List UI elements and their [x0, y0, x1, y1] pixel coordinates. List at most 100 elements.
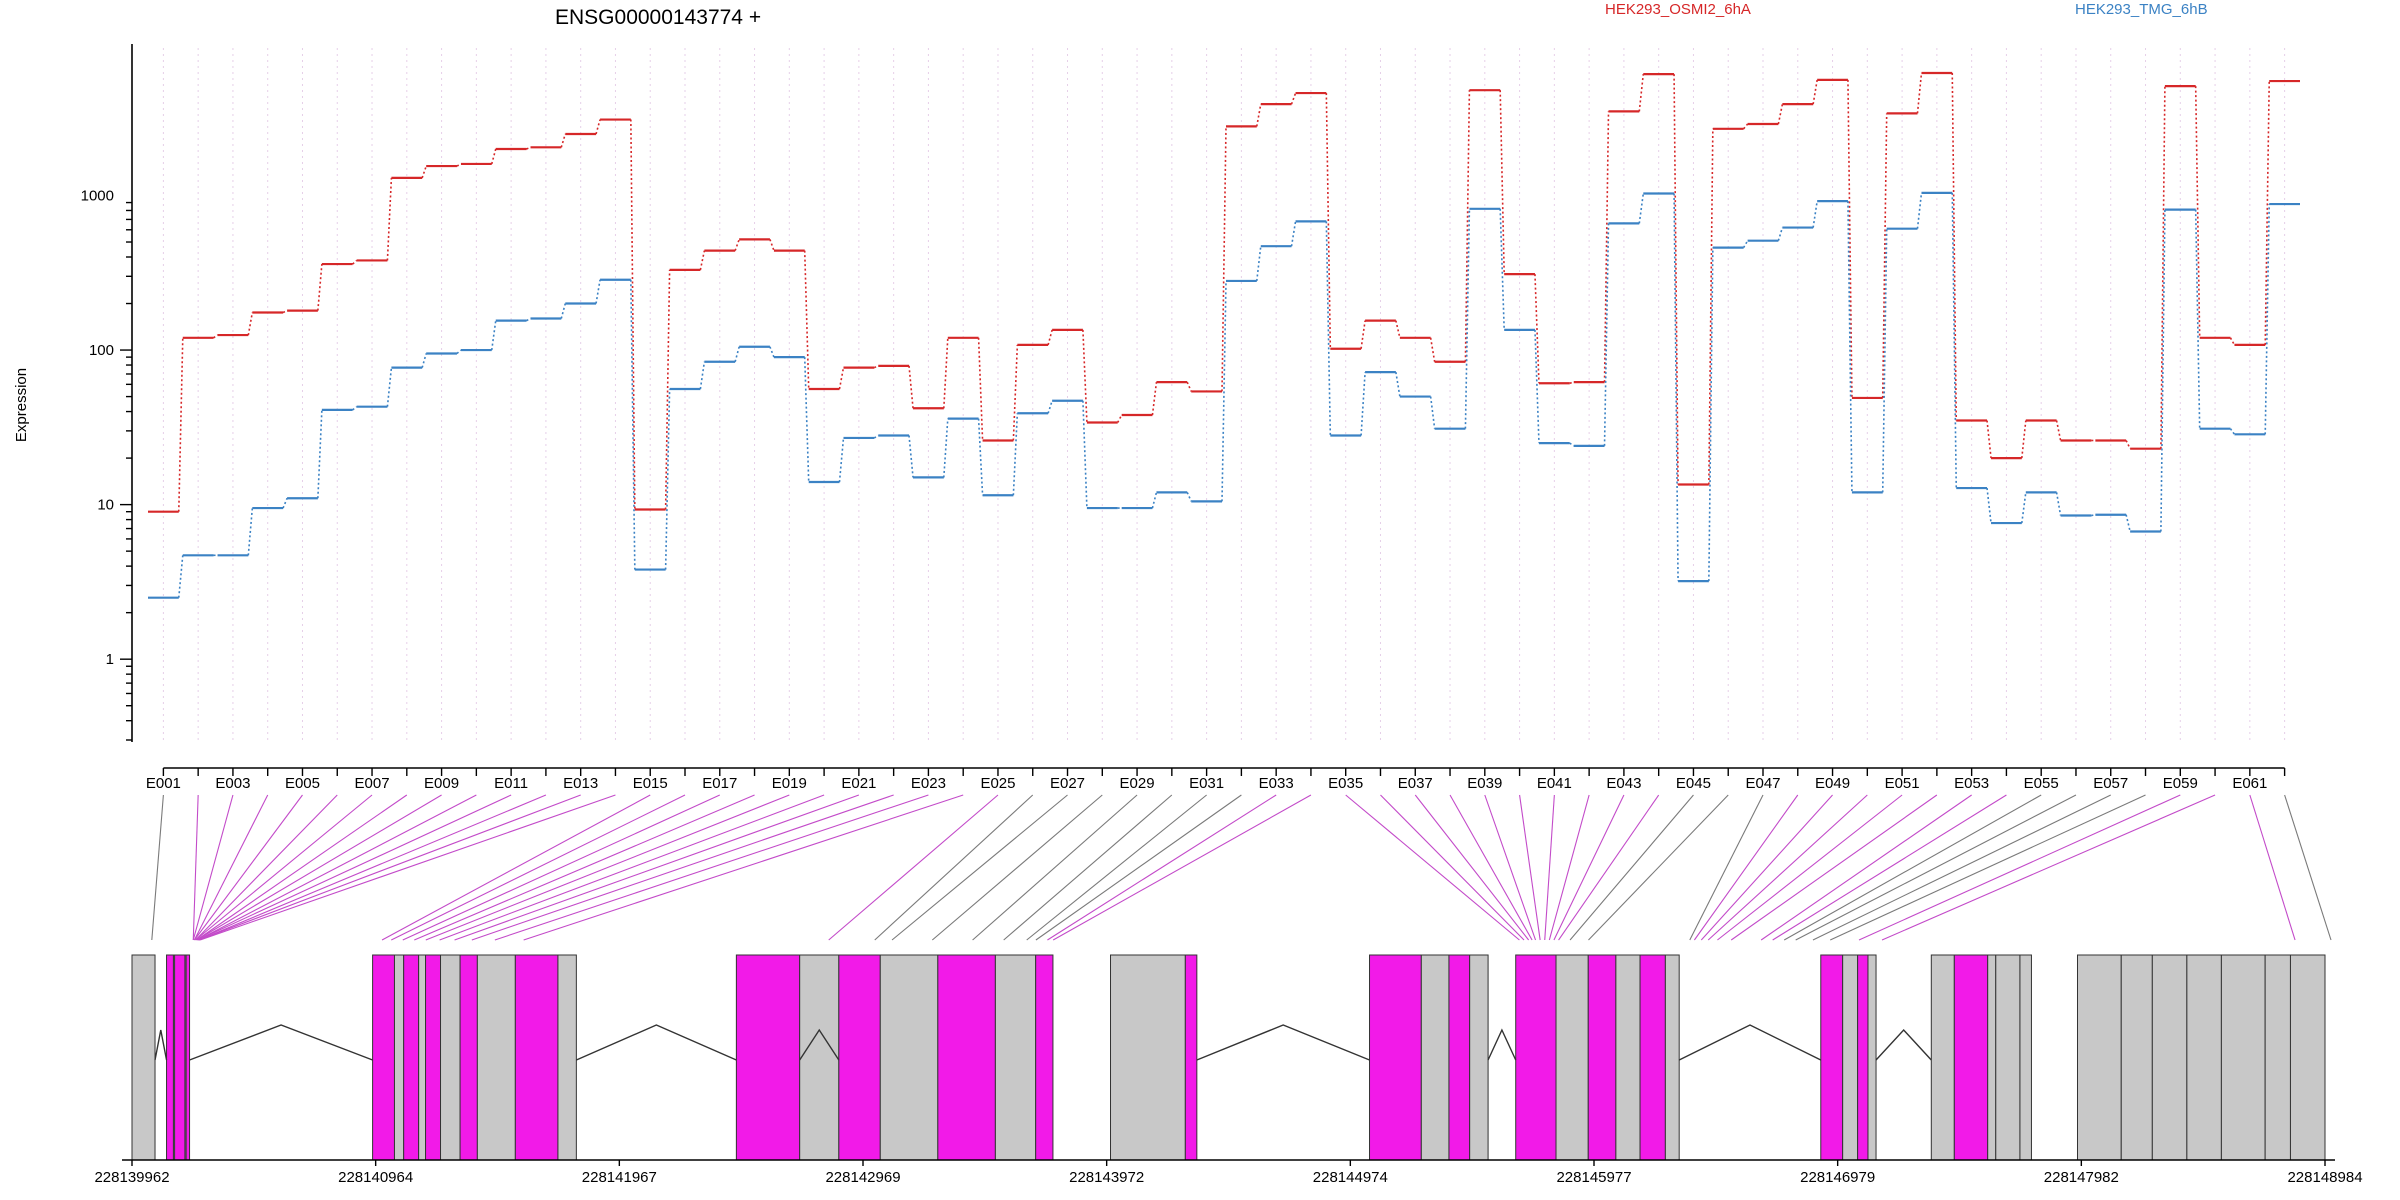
series-0-connector — [2021, 420, 2027, 459]
y-tick-label: 1 — [106, 651, 114, 668]
series-0-connector — [1777, 103, 1784, 125]
exon-uncounted — [1664, 954, 1680, 1161]
series-1-connector — [1221, 280, 1227, 502]
exon-counted — [166, 954, 174, 1161]
series-0-connector — [838, 367, 845, 390]
exon-link — [1730, 794, 1938, 941]
series-0-connector — [177, 337, 184, 512]
series-1-connector — [1847, 201, 1853, 493]
coord-label: 228148984 — [2287, 1169, 2362, 1186]
series-0-connector — [1742, 123, 1749, 130]
series-1-connector — [1708, 247, 1714, 582]
exon-counted — [372, 954, 395, 1161]
coord-label: 228141967 — [582, 1169, 657, 1186]
exon-link — [198, 794, 547, 941]
gene-model — [122, 954, 2335, 1161]
exon-link — [196, 794, 408, 941]
x-tick-label: E049 — [1815, 775, 1850, 792]
intron — [189, 1024, 373, 1061]
series-0-connector — [1221, 126, 1227, 392]
series-1-connector — [1777, 227, 1784, 241]
exon-link — [1830, 794, 2146, 941]
series-0-connector — [1881, 113, 1888, 398]
series-1-connector — [421, 353, 427, 368]
intron — [154, 1029, 168, 1061]
exon-link — [972, 794, 1138, 941]
series-1-connector — [908, 435, 914, 478]
exon-link — [1772, 794, 2007, 941]
exon-link — [1700, 794, 1833, 941]
exon-link — [1553, 794, 1625, 941]
exon-uncounted — [2289, 954, 2326, 1161]
exon-counted — [514, 954, 559, 1161]
intron — [576, 1024, 737, 1061]
series-0-connector — [526, 146, 531, 150]
x-tick-label: E051 — [1885, 775, 1920, 792]
coord-label: 228139962 — [94, 1169, 169, 1186]
x-tick-label: E029 — [1120, 775, 1155, 792]
series-0-connector — [943, 337, 949, 409]
series-0-connector — [456, 163, 462, 167]
series-1-connector — [1290, 221, 1297, 247]
exon-uncounted — [1469, 954, 1489, 1161]
x-tick-label: E023 — [911, 775, 946, 792]
exon-uncounted — [2151, 954, 2188, 1161]
series-1-connector — [490, 320, 497, 351]
intron — [1678, 1024, 1822, 1061]
series-0-connector — [560, 133, 567, 148]
exon-uncounted — [1867, 954, 1877, 1161]
exon-link — [439, 794, 825, 941]
intron — [799, 1028, 840, 1061]
series-0-connector — [1116, 414, 1123, 423]
series-0-connector — [2125, 440, 2131, 450]
series-1-connector — [873, 434, 879, 439]
exon-counted — [403, 954, 420, 1161]
series-1-connector — [247, 507, 254, 556]
exon-link — [2249, 794, 2296, 941]
exon-link — [874, 794, 1034, 941]
series-0-connector — [1395, 320, 1401, 338]
exon-link — [1693, 794, 1799, 941]
series-1-connector — [1012, 413, 1019, 496]
exon-uncounted — [440, 954, 461, 1161]
series-1-connector — [386, 367, 393, 407]
series-0-connector — [247, 312, 254, 336]
series-1-connector — [352, 406, 358, 411]
series-0-connector — [1603, 111, 1610, 383]
exon-link — [494, 794, 929, 941]
series-0-connector — [1569, 381, 1574, 385]
series-0-connector — [1708, 128, 1714, 485]
series-1-connector — [1603, 223, 1610, 446]
x-tick-label: E035 — [1328, 775, 1363, 792]
exon-link — [195, 794, 373, 941]
series-0-connector — [282, 309, 288, 314]
exon-link — [196, 794, 442, 941]
exon-link — [1760, 794, 1972, 941]
series-1-connector — [1742, 240, 1749, 249]
exon-link — [1558, 794, 1660, 941]
series-0-connector — [908, 365, 914, 409]
coord-label: 228142969 — [825, 1169, 900, 1186]
series-1-connector — [2021, 492, 2027, 524]
exon-link — [1689, 794, 1764, 941]
coord-label: 228144974 — [1313, 1169, 1388, 1186]
y-tick-label: 10 — [97, 497, 114, 514]
series-0-connector — [1464, 90, 1471, 362]
series-0-connector — [1847, 79, 1853, 398]
legend-entry-a: HEK293_OSMI2_6hA — [1605, 1, 1751, 18]
exon-link — [1858, 794, 2181, 941]
series-1-connector — [456, 349, 462, 355]
series-0-connector — [873, 365, 879, 369]
series-0-connector — [1360, 320, 1366, 349]
series-0-connector — [1638, 74, 1645, 112]
series-0-connector — [1499, 90, 1505, 275]
series-0-connector — [595, 119, 601, 135]
exon-uncounted — [1110, 954, 1186, 1161]
series-0-connector — [421, 165, 427, 179]
exon-link — [2284, 794, 2332, 941]
y-tick-label: 100 — [89, 342, 114, 359]
series-0-connector — [1151, 382, 1158, 416]
series-0-connector — [1986, 420, 1992, 459]
exon-link — [891, 794, 1068, 941]
exon-link — [1414, 794, 1530, 941]
